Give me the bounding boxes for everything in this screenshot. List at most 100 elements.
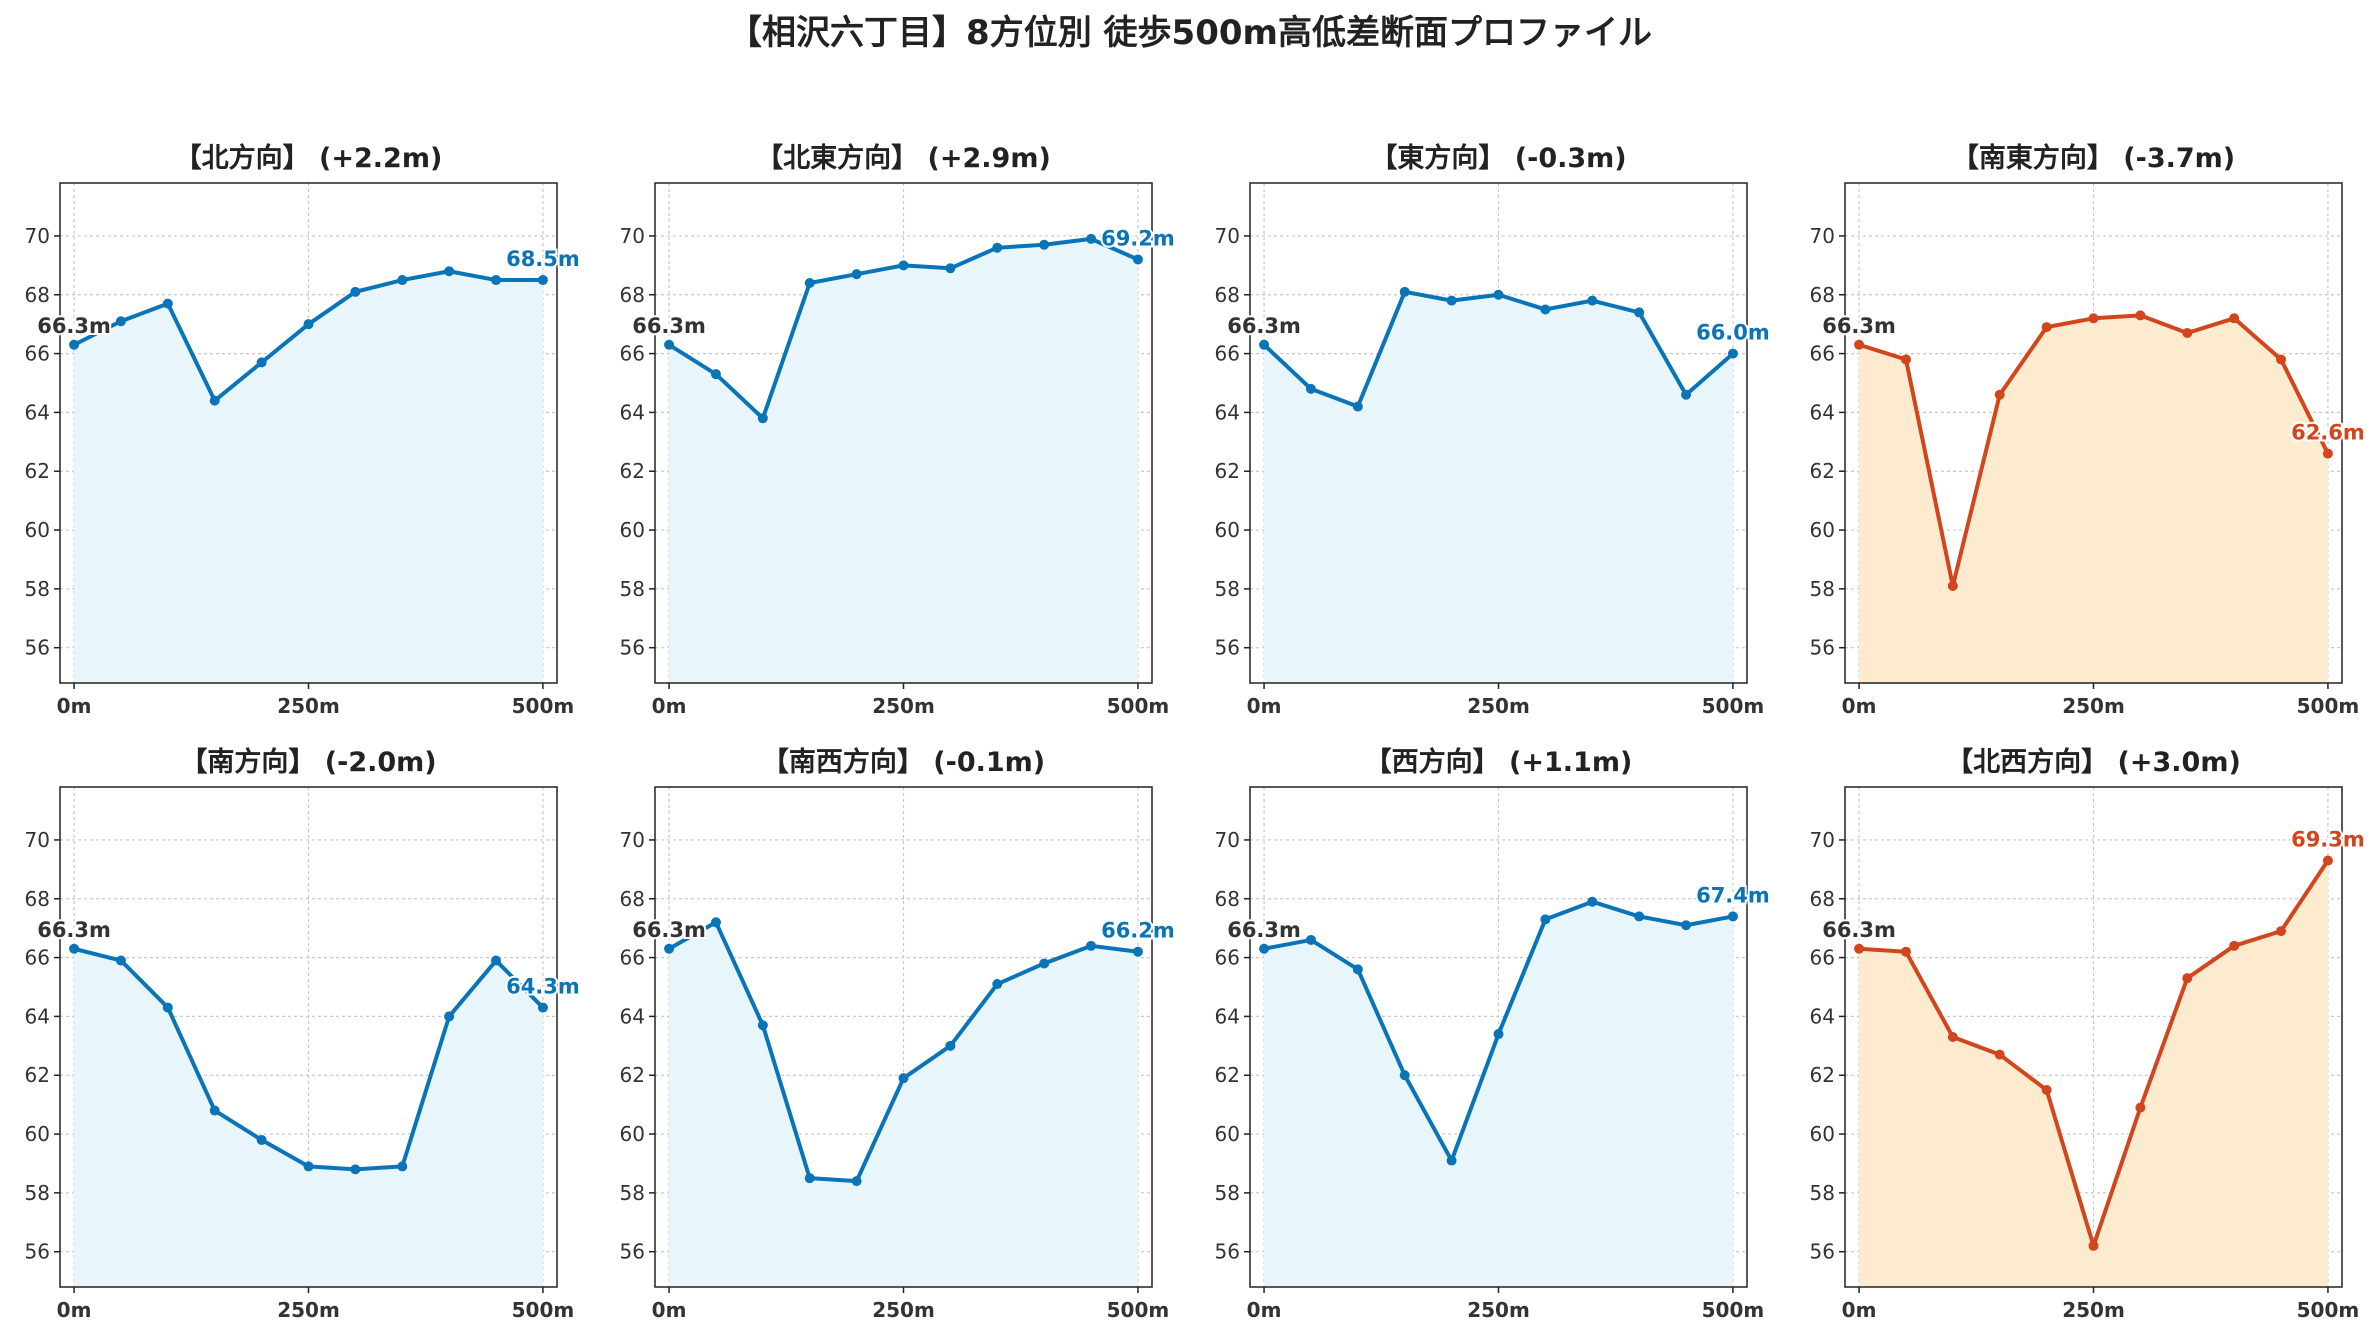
x-tick-label: 250m	[277, 694, 340, 718]
x-tick-label: 500m	[1702, 1298, 1765, 1322]
end-value-label: 64.3m	[506, 975, 580, 999]
data-point	[992, 979, 1003, 990]
data-point	[162, 1002, 173, 1013]
x-tick-label: 250m	[2062, 1298, 2125, 1322]
data-point	[1132, 946, 1143, 957]
x-tick-label: 0m	[57, 1298, 92, 1322]
panel-title: 【南方向】 (-2.0m)	[180, 746, 436, 778]
area-fill	[1264, 901, 1733, 1287]
y-tick-label: 60	[1810, 1122, 1835, 1146]
y-tick-label: 58	[1810, 577, 1835, 601]
end-value-label: 66.2m	[1101, 919, 1175, 943]
data-point	[1994, 389, 2005, 400]
data-point	[115, 316, 126, 327]
data-point	[1900, 946, 1911, 957]
data-point	[2322, 448, 2333, 459]
data-point	[256, 1134, 267, 1145]
end-value-label: 66.0m	[1696, 321, 1770, 345]
y-tick-label: 70	[620, 224, 645, 248]
y-tick-label: 64	[1810, 400, 1835, 424]
end-value-label: 68.5m	[506, 247, 580, 271]
panel-title: 【南東方向】 (-3.7m)	[1952, 142, 2235, 174]
data-point	[1947, 1032, 1958, 1042]
y-tick-label: 70	[620, 828, 645, 852]
y-tick-label: 62	[1810, 1063, 1835, 1087]
data-point	[2229, 313, 2240, 324]
y-tick-label: 56	[1810, 1240, 1835, 1264]
area-fill	[1859, 860, 2328, 1287]
data-point	[537, 275, 548, 286]
y-tick-label: 60	[25, 518, 50, 542]
y-tick-label: 68	[25, 887, 50, 911]
data-point	[664, 943, 675, 954]
y-tick-label: 66	[1810, 946, 1835, 970]
y-tick-label: 62	[620, 1063, 645, 1087]
area-fill	[1859, 315, 2328, 683]
data-point	[1132, 254, 1143, 265]
data-point	[162, 298, 173, 309]
panel-title: 【北方向】 (+2.2m)	[175, 142, 443, 174]
y-tick-label: 62	[1810, 459, 1835, 483]
data-point	[2088, 313, 2099, 324]
x-tick-label: 250m	[1467, 694, 1530, 718]
data-point	[710, 369, 721, 380]
end-value-label: 69.2m	[1101, 226, 1175, 250]
data-point	[2041, 322, 2052, 333]
data-point	[2041, 1084, 2052, 1095]
data-point	[1681, 389, 1692, 400]
data-point	[1727, 348, 1738, 359]
data-point	[1681, 920, 1692, 931]
data-point	[350, 1164, 361, 1175]
start-value-label: 66.3m	[37, 918, 111, 942]
y-tick-label: 64	[620, 400, 645, 424]
data-point	[1634, 911, 1645, 922]
area-fill	[74, 948, 543, 1287]
data-point	[397, 275, 408, 286]
y-tick-label: 58	[25, 1181, 50, 1205]
x-tick-label: 0m	[1842, 1298, 1877, 1322]
data-point	[1086, 233, 1097, 244]
y-tick-label: 68	[620, 283, 645, 307]
x-tick-label: 250m	[2062, 694, 2125, 718]
x-tick-label: 500m	[1107, 694, 1170, 718]
data-point	[1587, 295, 1598, 306]
data-point	[2322, 855, 2333, 866]
y-tick-label: 68	[1810, 283, 1835, 307]
y-tick-label: 58	[1215, 577, 1240, 601]
data-point	[1446, 1155, 1457, 1166]
data-point	[537, 1002, 548, 1013]
data-point	[710, 917, 721, 928]
y-tick-label: 66	[1810, 342, 1835, 366]
y-tick-label: 58	[1810, 1181, 1835, 1205]
panel-1: 【北東方向】 (+2.9m) 56 58 60 62 64 66 68 70 0m 250m 500m…	[620, 142, 1177, 718]
x-tick-label: 0m	[1247, 1298, 1282, 1322]
y-tick-label: 58	[25, 577, 50, 601]
y-tick-label: 56	[25, 636, 50, 660]
x-tick-label: 250m	[277, 1298, 340, 1322]
data-point	[1947, 580, 1958, 591]
y-tick-label: 70	[1215, 828, 1240, 852]
data-point	[1399, 1070, 1410, 1081]
start-value-label: 66.3m	[632, 314, 706, 338]
panel-title: 【南西方向】 (-0.1m)	[762, 746, 1045, 778]
data-point	[303, 319, 314, 330]
data-point	[444, 1011, 455, 1022]
panel-5: 【南西方向】 (-0.1m) 56 58 60 62 64 66 68 70 0m 250m 500m…	[620, 746, 1177, 1322]
figure-title: 【相沢六丁目】8方位別 徒歩500m高低差断面プロファイル	[728, 13, 1652, 53]
y-tick-label: 70	[1215, 224, 1240, 248]
y-tick-label: 64	[25, 1004, 50, 1028]
data-point	[2135, 310, 2146, 321]
data-point	[2135, 1102, 2146, 1113]
data-point	[1994, 1049, 2005, 1060]
data-point	[1493, 289, 1504, 300]
panel-title: 【東方向】 (-0.3m)	[1370, 142, 1626, 174]
y-tick-label: 66	[620, 342, 645, 366]
area-fill	[74, 271, 543, 683]
start-value-label: 66.3m	[1822, 314, 1896, 338]
data-point	[1727, 911, 1738, 922]
area-fill	[1264, 291, 1733, 683]
data-point	[69, 339, 80, 350]
x-tick-label: 0m	[652, 1298, 687, 1322]
data-point	[2276, 926, 2287, 937]
